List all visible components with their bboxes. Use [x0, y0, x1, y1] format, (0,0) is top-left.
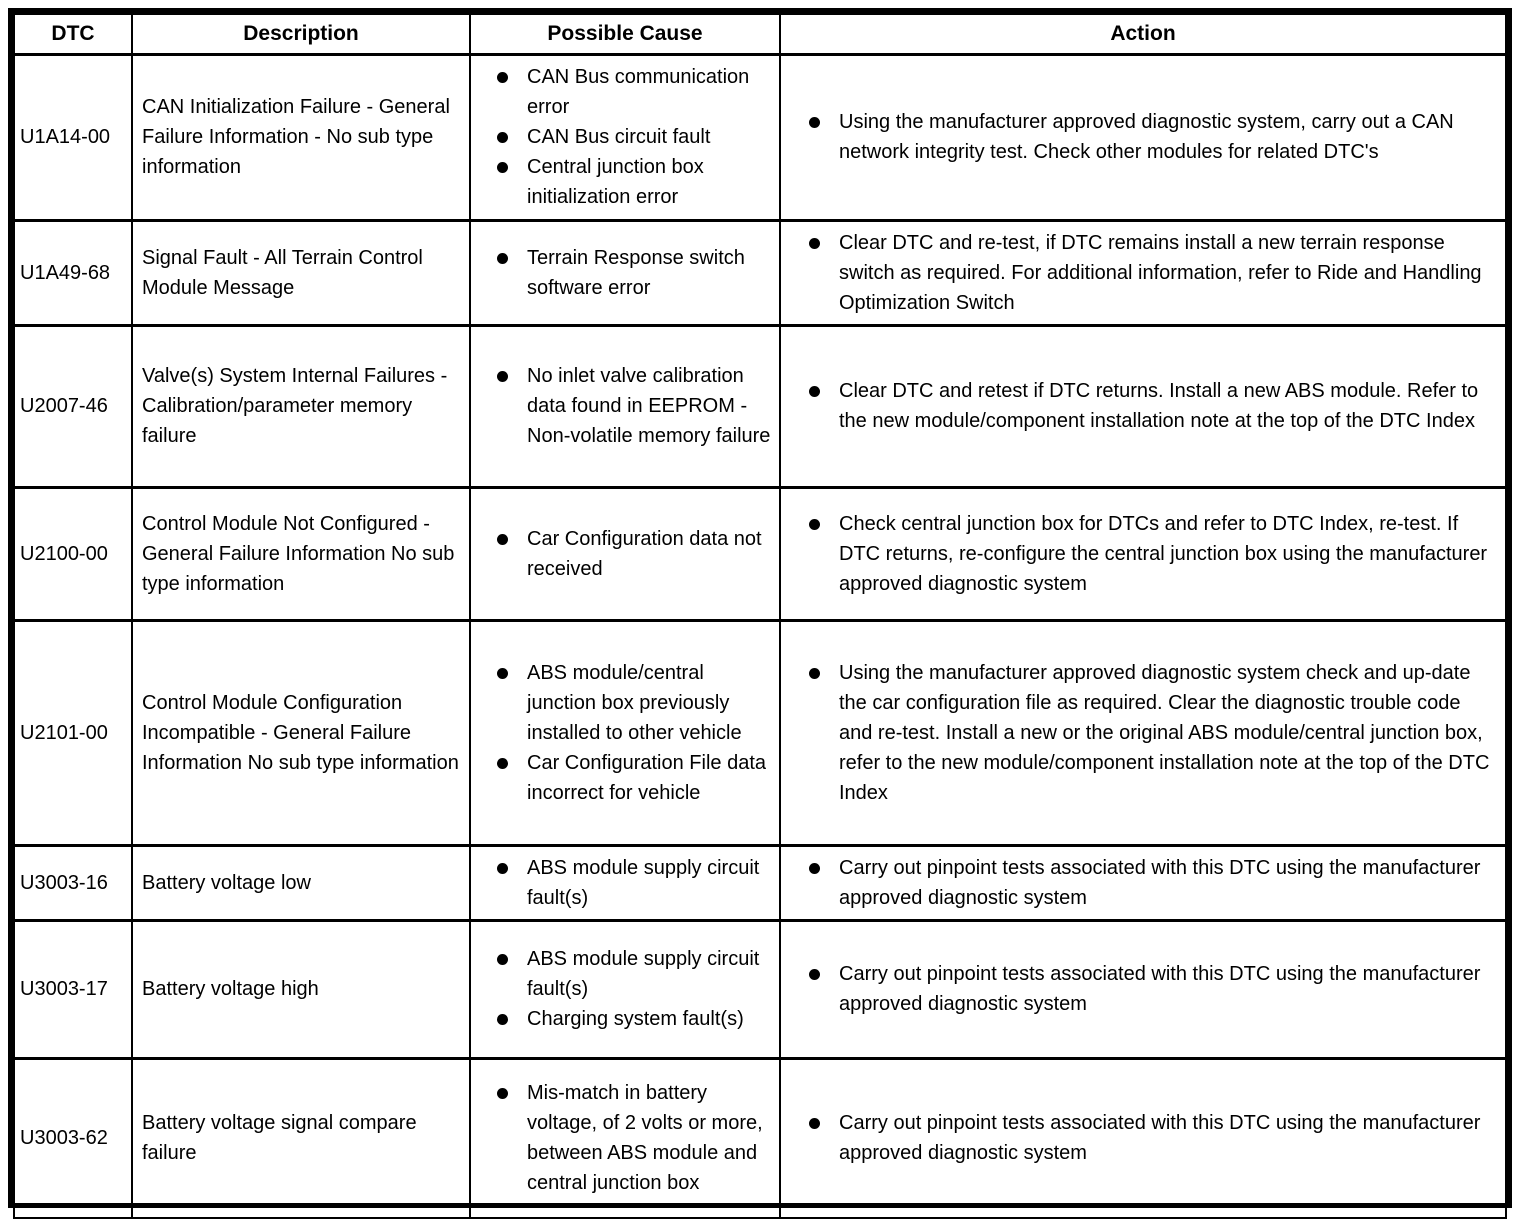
- action-list: Using the manufacturer approved diagnost…: [807, 658, 1491, 808]
- cause-list: ABS module supply circuit fault(s) Chargi…: [495, 944, 771, 1034]
- table-row: U2101-00 Control Module Configuration In…: [13, 618, 1507, 846]
- dtc-code: U2007-46: [13, 323, 133, 488]
- dtc-code: U3003-17: [13, 918, 133, 1059]
- bullet-item: Central junction box initialization erro…: [495, 152, 771, 212]
- action-list: Carry out pinpoint tests associated with…: [807, 1108, 1491, 1168]
- dtc-code: U3003-16: [13, 843, 133, 921]
- action-list: Carry out pinpoint tests associated with…: [807, 853, 1491, 913]
- dtc-code: U1A14-00: [13, 52, 133, 221]
- bullet-item: Using the manufacturer approved diagnost…: [807, 107, 1491, 167]
- dtc-description: Battery voltage high: [131, 918, 471, 1059]
- header-description: Description: [131, 13, 471, 56]
- dtc-index-table: DTC Description Possible Cause Action U1…: [13, 13, 1507, 1219]
- bullet-item: CAN Bus communication error: [495, 62, 771, 122]
- header-row: DTC Description Possible Cause Action: [13, 13, 1507, 56]
- action-list: Carry out pinpoint tests associated with…: [807, 959, 1491, 1019]
- table-row: U1A14-00 CAN Initialization Failure - Ge…: [13, 52, 1507, 221]
- cause-list: No inlet valve calibration data found in…: [495, 361, 771, 451]
- bullet-item: Using the manufacturer approved diagnost…: [807, 658, 1491, 808]
- bullet-item: CAN Bus circuit fault: [495, 122, 771, 152]
- dtc-code: U2100-00: [13, 485, 133, 621]
- dtc-description: Control Module Configuration Incompatibl…: [131, 618, 471, 846]
- cause-list: CAN Bus communication error CAN Bus circu…: [495, 62, 771, 212]
- table-row: U1A49-68 Signal Fault - All Terrain Cont…: [13, 218, 1507, 326]
- dtc-description: Valve(s) System Internal Failures - Cali…: [131, 323, 471, 488]
- bullet-item: Check central junction box for DTCs and …: [807, 509, 1491, 599]
- header-dtc: DTC: [13, 13, 133, 56]
- cause-list: Mis-match in battery voltage, of 2 volts…: [495, 1078, 771, 1198]
- dtc-code: U3003-62: [13, 1056, 133, 1219]
- bullet-item: ABS module supply circuit fault(s): [495, 853, 771, 913]
- table-row: U3003-62 Battery voltage signal compare …: [13, 1056, 1507, 1219]
- dtc-code: U1A49-68: [13, 218, 133, 326]
- cause-list: ABS module supply circuit fault(s): [495, 853, 771, 913]
- header-possible-cause: Possible Cause: [469, 13, 781, 56]
- bullet-item: Carry out pinpoint tests associated with…: [807, 959, 1491, 1019]
- table-row: U3003-17 Battery voltage high ABS module…: [13, 918, 1507, 1059]
- dtc-description: Battery voltage low: [131, 843, 471, 921]
- action-list: Using the manufacturer approved diagnost…: [807, 107, 1491, 167]
- bullet-item: Car Configuration data not received: [495, 524, 771, 584]
- bullet-item: ABS module/central junction box previous…: [495, 658, 771, 748]
- table-row: U2007-46 Valve(s) System Internal Failur…: [13, 323, 1507, 488]
- bullet-item: Carry out pinpoint tests associated with…: [807, 853, 1491, 913]
- table-row: U3003-16 Battery voltage low ABS module …: [13, 843, 1507, 921]
- dtc-description: Control Module Not Configured - General …: [131, 485, 471, 621]
- bullet-item: No inlet valve calibration data found in…: [495, 361, 771, 451]
- dtc-description: CAN Initialization Failure - General Fai…: [131, 52, 471, 221]
- bullet-item: Mis-match in battery voltage, of 2 volts…: [495, 1078, 771, 1198]
- bullet-item: ABS module supply circuit fault(s): [495, 944, 771, 1004]
- dtc-table-body: U1A14-00 CAN Initialization Failure - Ge…: [13, 52, 1507, 1219]
- cause-list: ABS module/central junction box previous…: [495, 658, 771, 808]
- dtc-description: Signal Fault - All Terrain Control Modul…: [131, 218, 471, 326]
- bullet-item: Terrain Response switch software error: [495, 243, 771, 303]
- dtc-code: U2101-00: [13, 618, 133, 846]
- dtc-description: Battery voltage signal compare failure: [131, 1056, 471, 1219]
- bullet-item: Charging system fault(s): [495, 1004, 771, 1034]
- action-list: Clear DTC and retest if DTC returns. Ins…: [807, 376, 1491, 436]
- cause-list: Terrain Response switch software error: [495, 243, 771, 303]
- bullet-item: Clear DTC and re-test, if DTC remains in…: [807, 228, 1491, 318]
- action-list: Clear DTC and re-test, if DTC remains in…: [807, 228, 1491, 318]
- dtc-index-table-container: DTC Description Possible Cause Action U1…: [8, 8, 1512, 1219]
- action-list: Check central junction box for DTCs and …: [807, 509, 1491, 599]
- header-action: Action: [779, 13, 1507, 56]
- bullet-item: Clear DTC and retest if DTC returns. Ins…: [807, 376, 1491, 436]
- table-row: U2100-00 Control Module Not Configured -…: [13, 485, 1507, 621]
- bullet-item: Car Configuration File data incorrect fo…: [495, 748, 771, 808]
- cause-list: Car Configuration data not received: [495, 524, 771, 584]
- bullet-item: Carry out pinpoint tests associated with…: [807, 1108, 1491, 1168]
